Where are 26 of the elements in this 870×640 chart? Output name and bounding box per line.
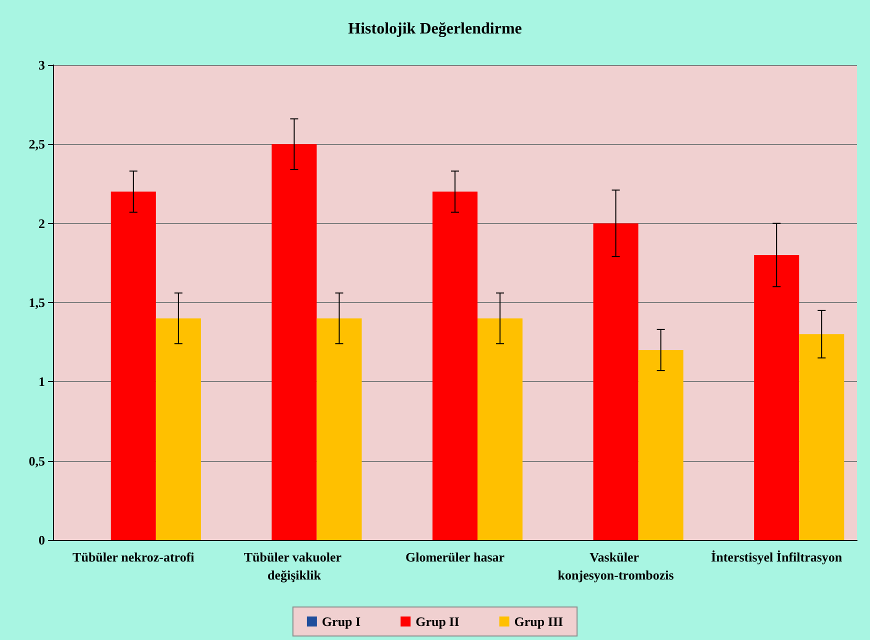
legend-label: Grup II — [416, 614, 460, 629]
bar — [432, 192, 478, 540]
y-tick-label: 3 — [38, 58, 46, 72]
y-tick-label: 0,5 — [28, 453, 46, 468]
y-tick-label: 2,5 — [28, 136, 46, 152]
y-tick-label: 1,5 — [28, 295, 46, 310]
bar — [754, 255, 800, 540]
chart-title: Histolojik Değerlendirme — [348, 20, 522, 38]
legend-label: Grup I — [322, 614, 361, 629]
x-tick-label: Glomerüler hasar — [405, 550, 505, 564]
bar — [156, 318, 201, 540]
bar — [593, 223, 638, 540]
y-tick-label: 1 — [38, 374, 45, 390]
bar — [799, 334, 844, 540]
x-tick-label: Vasküler konjesyon-trombozis — [558, 550, 674, 582]
bar — [316, 318, 362, 540]
bar — [272, 144, 317, 540]
x-tick-label: Tübüler nekroz-atrofi — [72, 550, 195, 564]
x-tick-label: İnterstisyel İnfiltrasyon — [711, 550, 843, 564]
legend-label: Grup III — [514, 614, 564, 629]
y-tick-label: 0 — [38, 532, 45, 548]
bar — [638, 350, 684, 540]
x-tick-label: Tübüler vakuoler değişiklik — [244, 550, 345, 582]
bar — [110, 192, 156, 540]
bar — [478, 318, 523, 540]
y-tick-label: 2 — [38, 216, 45, 231]
